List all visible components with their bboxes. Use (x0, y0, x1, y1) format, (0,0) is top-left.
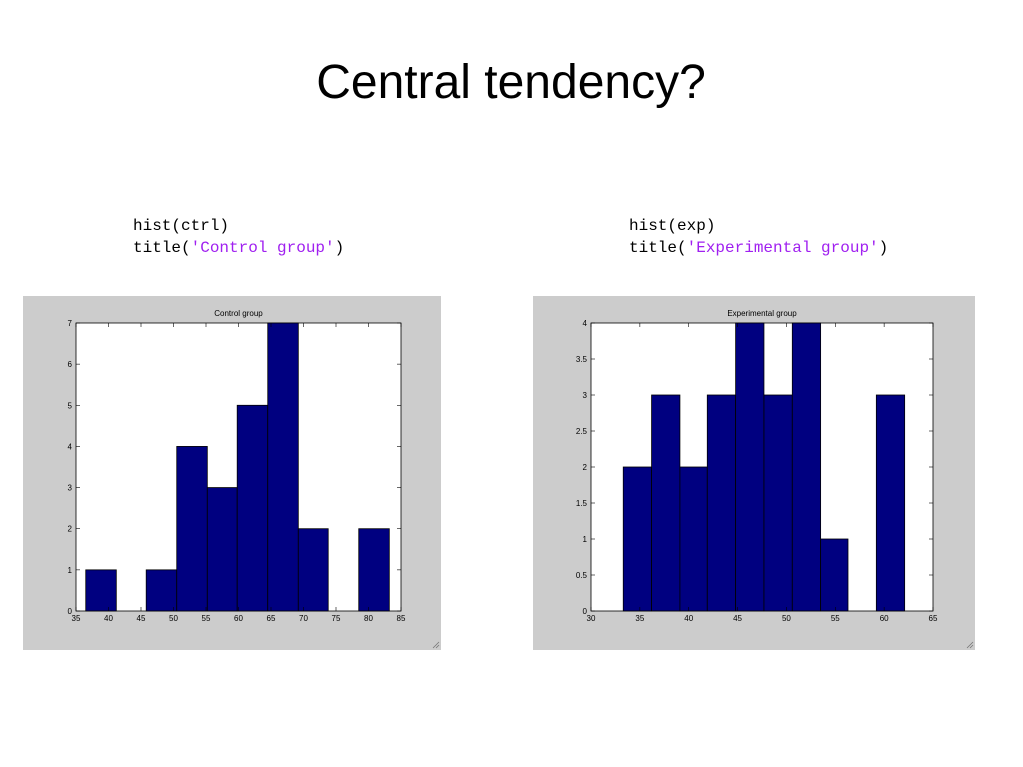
bar (176, 446, 208, 612)
code-line: title('Experimental group') (629, 239, 888, 257)
y-tick-label: 2.5 (576, 427, 588, 436)
x-tick-label: 60 (880, 614, 889, 623)
x-tick-label: 35 (635, 614, 644, 623)
x-tick-label: 30 (587, 614, 596, 623)
bar (145, 569, 178, 612)
bar (763, 394, 793, 612)
bar (297, 528, 329, 612)
y-tick-label: 3 (68, 484, 73, 493)
x-tick-label: 85 (397, 614, 406, 623)
slide-title: Central tendency? (316, 56, 706, 109)
y-tick-label: 6 (68, 360, 73, 369)
x-tick-label: 60 (234, 614, 243, 623)
bar (651, 394, 681, 612)
y-tick-label: 0 (68, 607, 73, 616)
bar (706, 394, 737, 612)
x-tick-label: 40 (684, 614, 693, 623)
y-tick-label: 5 (68, 401, 73, 410)
y-tick-label: 4 (68, 442, 73, 451)
x-tick-label: 35 (72, 614, 81, 623)
code-string: 'Control group' (191, 239, 335, 257)
y-tick-label: 1.5 (576, 499, 588, 508)
y-tick-label: 1 (68, 566, 73, 575)
x-tick-label: 45 (137, 614, 146, 623)
y-tick-label: 3.5 (576, 355, 588, 364)
y-tick-label: 2 (583, 463, 588, 472)
bar (875, 394, 906, 612)
bar (622, 466, 652, 612)
y-tick-label: 3 (583, 391, 588, 400)
code-string: 'Experimental group' (687, 239, 879, 257)
x-tick-label: 55 (831, 614, 840, 623)
x-tick-label: 70 (299, 614, 308, 623)
code-text: ) (879, 239, 889, 257)
y-tick-label: 7 (68, 319, 73, 328)
y-tick-label: 0.5 (576, 571, 588, 580)
bar (791, 322, 822, 612)
y-tick-label: 2 (68, 525, 73, 534)
bar (267, 322, 299, 612)
x-tick-label: 65 (929, 614, 938, 623)
x-tick-label: 80 (364, 614, 373, 623)
x-tick-label: 75 (332, 614, 341, 623)
bar (679, 466, 708, 612)
bar (206, 487, 238, 612)
chart-title: Experimental group (727, 309, 797, 318)
chart-title: Control group (214, 309, 263, 318)
x-tick-label: 50 (782, 614, 791, 623)
bar (820, 538, 849, 612)
resize-grip (966, 641, 974, 649)
code-line: title('Control group') (133, 239, 344, 257)
resize-grip (432, 641, 440, 649)
code-line: hist(exp) (629, 217, 715, 235)
code-text: ) (335, 239, 345, 257)
code-text: title( (629, 239, 687, 257)
x-tick-label: 55 (202, 614, 211, 623)
x-tick-label: 45 (733, 614, 742, 623)
x-tick-label: 65 (267, 614, 276, 623)
bar (735, 322, 765, 612)
y-tick-label: 4 (583, 319, 588, 328)
y-tick-label: 0 (583, 607, 588, 616)
bar (236, 404, 269, 612)
x-tick-label: 40 (104, 614, 113, 623)
bar (358, 528, 390, 612)
code-text: title( (133, 239, 191, 257)
y-tick-label: 1 (583, 535, 588, 544)
bar (85, 569, 117, 612)
code-line: hist(ctrl) (133, 217, 229, 235)
x-tick-label: 50 (169, 614, 178, 623)
